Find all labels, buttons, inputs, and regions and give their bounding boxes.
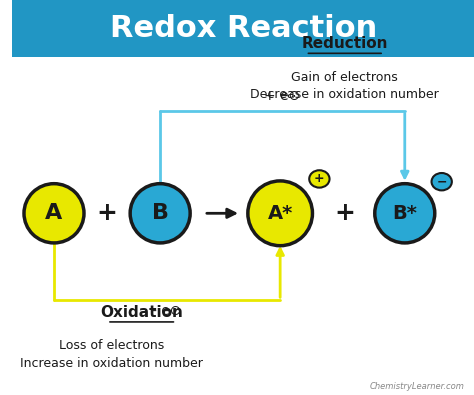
- Text: Decrease in oxidation number: Decrease in oxidation number: [250, 88, 439, 101]
- Ellipse shape: [375, 184, 435, 243]
- Circle shape: [431, 173, 452, 190]
- Text: A: A: [46, 203, 63, 223]
- Text: +: +: [314, 173, 325, 185]
- FancyBboxPatch shape: [12, 0, 474, 57]
- Text: Oxidation: Oxidation: [100, 305, 183, 320]
- Ellipse shape: [24, 184, 84, 243]
- Text: + e⊙: + e⊙: [264, 89, 301, 103]
- Text: Redox Reaction: Redox Reaction: [109, 14, 377, 43]
- Text: B*: B*: [392, 204, 417, 223]
- Text: - e⊙: - e⊙: [152, 304, 182, 318]
- Text: +: +: [334, 201, 355, 225]
- Text: B: B: [152, 203, 169, 223]
- Text: Increase in oxidation number: Increase in oxidation number: [20, 357, 203, 370]
- Text: Gain of electrons: Gain of electrons: [292, 71, 398, 83]
- Text: Reduction: Reduction: [301, 36, 388, 51]
- Ellipse shape: [130, 184, 190, 243]
- Text: A*: A*: [267, 204, 293, 223]
- Text: ChemistryLearner.com: ChemistryLearner.com: [370, 382, 465, 391]
- Ellipse shape: [248, 181, 312, 246]
- Text: Loss of electrons: Loss of electrons: [59, 339, 164, 352]
- Text: +: +: [97, 201, 118, 225]
- Text: −: −: [437, 175, 447, 188]
- Circle shape: [309, 170, 329, 188]
